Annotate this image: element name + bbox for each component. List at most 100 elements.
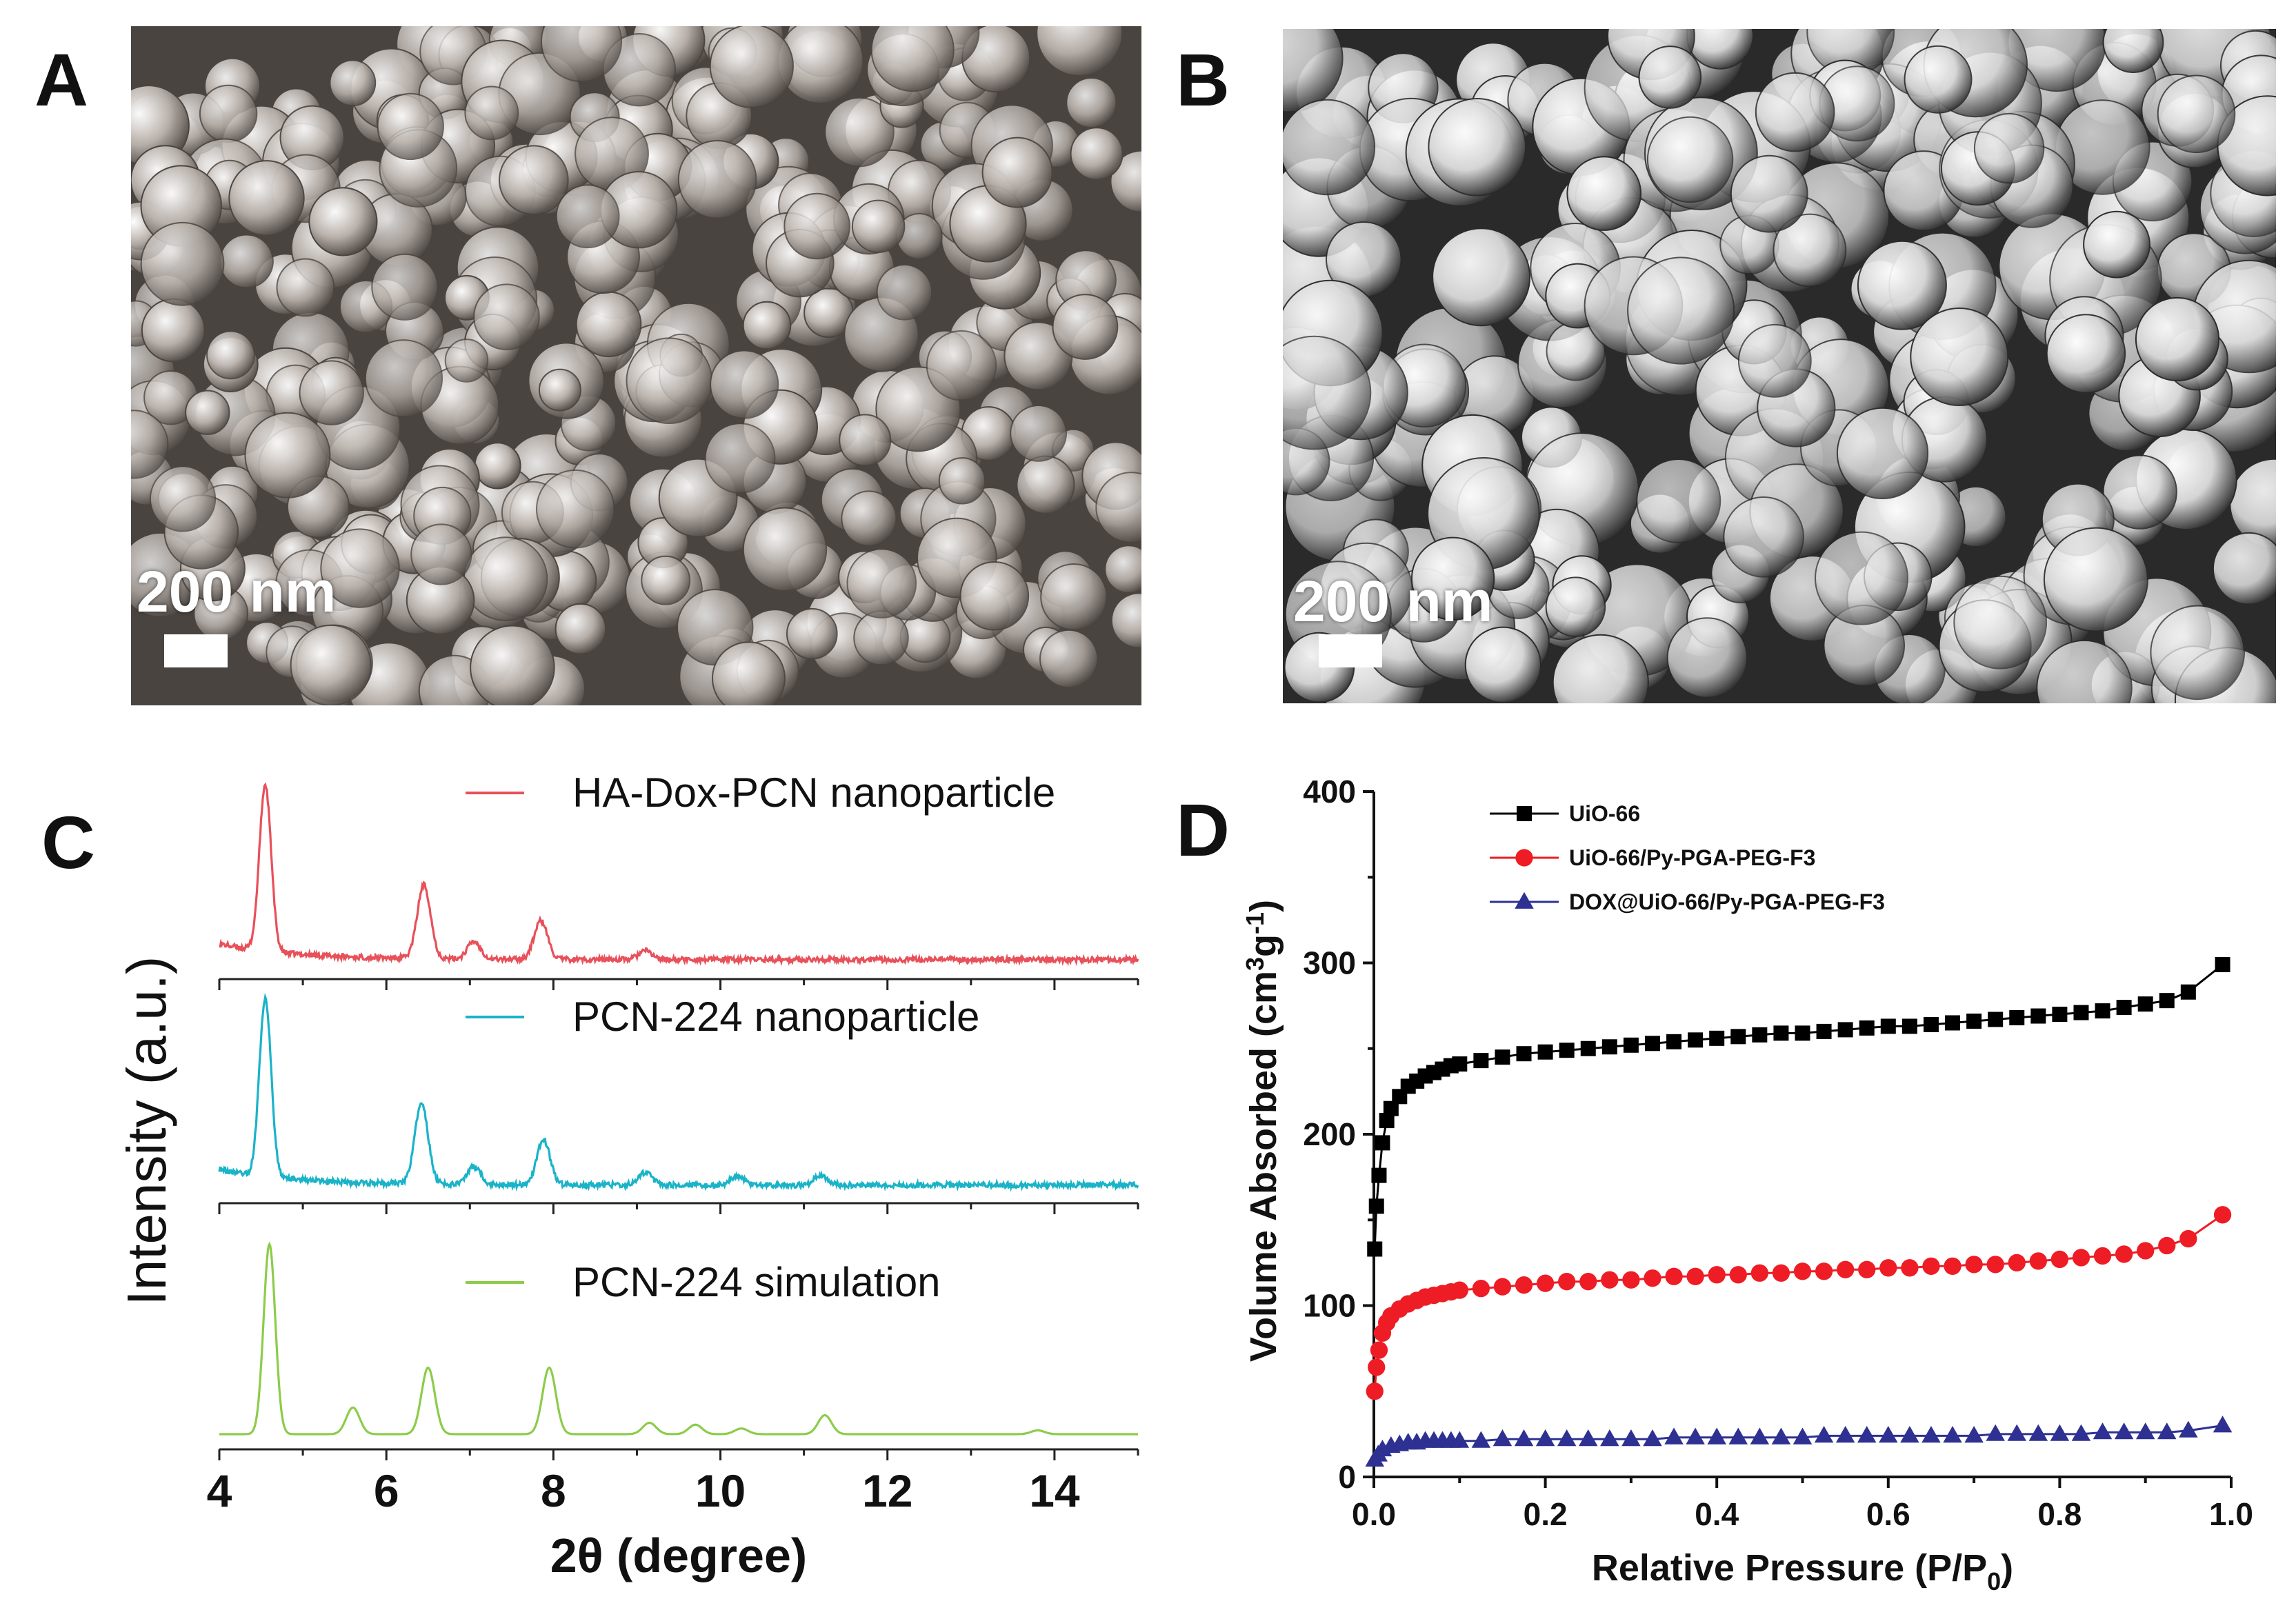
- iso-data-point: [1452, 1056, 1468, 1072]
- sem-image-a-graphic: [131, 26, 1141, 705]
- sem-a-particle: [851, 199, 906, 253]
- iso-data-point: [1858, 1260, 1876, 1278]
- iso-y-tick-label: 0: [1338, 1459, 1356, 1495]
- sem-b-particle: [1283, 335, 1372, 450]
- iso-y-tick-label: 200: [1303, 1116, 1356, 1152]
- iso-y-axis-title-sup: 3: [1241, 957, 1269, 971]
- sem-a-particle: [463, 536, 548, 621]
- iso-data-point: [1579, 1429, 1598, 1447]
- sem-b-particle: [1904, 45, 1973, 114]
- sem-a-particle: [228, 160, 305, 237]
- iso-data-point: [1966, 1013, 1982, 1029]
- sem-b-particle: [1836, 407, 1929, 500]
- iso-data-point: [1750, 1264, 1768, 1282]
- sem-b-particle: [1910, 308, 2009, 406]
- scale-label-a: 200 nm: [137, 559, 337, 624]
- sem-a-particle: [712, 641, 786, 705]
- xrd-x-tick-label: 14: [1029, 1465, 1080, 1516]
- iso-data-point: [1815, 1262, 1833, 1280]
- sem-a-particle: [1104, 545, 1141, 594]
- xrd-series-line: [219, 1241, 1138, 1436]
- iso-data-point: [1514, 1429, 1534, 1447]
- iso-data-point: [2050, 1250, 2069, 1269]
- sem-a-particle: [290, 624, 372, 705]
- iso-data-point: [1964, 1426, 1984, 1443]
- iso-data-point: [1622, 1271, 1640, 1289]
- iso-x-tick-label: 1.0: [2209, 1496, 2253, 1532]
- iso-legend-marker: [1515, 892, 1534, 909]
- sem-a-particle: [444, 339, 489, 383]
- sem-b-particle: [1545, 576, 1606, 638]
- iso-data-point: [2135, 1422, 2155, 1440]
- sem-b-particle: [2157, 74, 2236, 154]
- sem-a-particle: [308, 187, 378, 256]
- sem-a-particle: [199, 84, 258, 143]
- sem-image-b: 200 nm: [1283, 29, 2276, 703]
- sem-a-particle: [786, 607, 838, 660]
- sem-b-particle: [1410, 536, 1495, 621]
- sem-a-particle: [959, 561, 1030, 631]
- iso-data-point: [1686, 1427, 1705, 1445]
- sem-b-particle: [2135, 296, 2220, 382]
- iso-data-point: [1383, 1100, 1399, 1116]
- sem-image-a: 200 nm: [131, 26, 1141, 705]
- sem-b-particle: [1973, 112, 2045, 184]
- sem-a-particle: [555, 184, 620, 249]
- sem-a-particle: [641, 555, 691, 605]
- sem-a-particle: [473, 283, 540, 351]
- sem-b-particle: [1755, 72, 1835, 152]
- sem-b-particle: [1566, 156, 1642, 231]
- iso-data-point: [1707, 1427, 1726, 1445]
- sem-b-particle: [2150, 605, 2245, 701]
- sem-b-particle: [1428, 98, 1527, 197]
- iso-data-point: [1837, 1260, 1855, 1278]
- sem-a-particle: [841, 490, 897, 547]
- sem-b-particle: [2036, 639, 2133, 703]
- iso-data-point: [1370, 1341, 1388, 1359]
- sem-a-particle: [783, 192, 850, 260]
- sem-a-particle: [219, 234, 274, 289]
- sem-a-particle: [709, 26, 794, 108]
- iso-data-point: [1793, 1262, 1812, 1280]
- sem-a-particle: [464, 85, 519, 141]
- iso-data-point: [1988, 1012, 2004, 1027]
- sem-b-particle: [1815, 531, 1908, 625]
- sem-a-particle: [1010, 405, 1067, 462]
- iso-data-point: [1493, 1278, 1512, 1296]
- sem-a-particle: [276, 258, 335, 317]
- iso-data-point: [1686, 1267, 1704, 1285]
- iso-data-point: [2116, 1000, 2132, 1016]
- iso-data-point: [2093, 1422, 2113, 1440]
- iso-data-point: [2137, 1242, 2155, 1260]
- sem-a-particle: [1095, 472, 1141, 543]
- iso-data-point: [1493, 1429, 1513, 1447]
- iso-legend-label: UiO-66/Py-PGA-PEG-F3: [1569, 845, 1815, 870]
- sem-a-particle: [371, 253, 439, 321]
- iso-data-point: [1793, 1427, 1813, 1445]
- iso-data-point: [1559, 1043, 1575, 1058]
- sem-a-particle: [329, 59, 377, 107]
- sem-b-particle: [1773, 213, 1847, 288]
- iso-data-point: [1621, 1429, 1641, 1447]
- iso-data-point: [1688, 1032, 1704, 1048]
- iso-y-axis-title-sup: -1: [1241, 912, 1269, 934]
- iso-x-axis-title-end: ): [2001, 1547, 2013, 1589]
- iso-series-line: [1373, 1214, 2224, 1391]
- iso-data-point: [1944, 1257, 1961, 1275]
- panel-label-b: B: [1176, 38, 1230, 121]
- iso-data-point: [2095, 1003, 2110, 1019]
- xrd-legend-label: HA-Dox-PCN nanoparticle: [572, 769, 1055, 816]
- sem-a-particle: [742, 301, 792, 350]
- iso-data-point: [1580, 1040, 1596, 1056]
- iso-data-point: [2215, 956, 2230, 972]
- iso-data-point: [2180, 984, 2196, 1000]
- sem-b-particle: [2212, 532, 2276, 605]
- sem-a-particle: [555, 603, 607, 655]
- iso-data-point: [2028, 1424, 2048, 1441]
- iso-data-point: [1879, 1426, 1898, 1443]
- iso-data-point: [1472, 1280, 1490, 1298]
- sem-b-particle: [2083, 210, 2150, 279]
- sem-a-particle: [677, 140, 757, 219]
- iso-data-point: [2093, 1247, 2112, 1265]
- iso-data-point: [2073, 1005, 2089, 1020]
